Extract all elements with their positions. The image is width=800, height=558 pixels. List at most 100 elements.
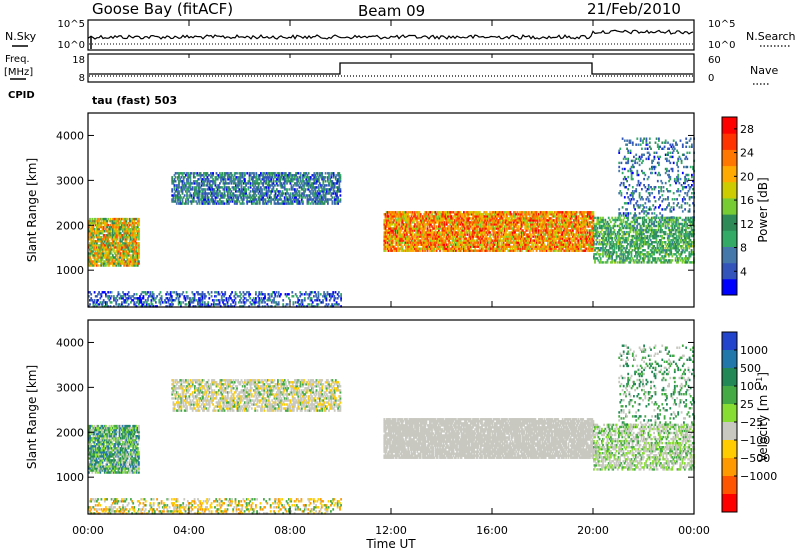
power-cell bbox=[303, 180, 305, 182]
beam-title: Beam 09 bbox=[358, 2, 425, 20]
power-cell bbox=[336, 182, 338, 184]
power-cell bbox=[212, 172, 214, 174]
power-cell bbox=[521, 225, 523, 227]
nsky-left-tick-bottom: 10^0 bbox=[58, 40, 85, 51]
power-cell bbox=[184, 194, 186, 196]
power-cell bbox=[340, 188, 342, 190]
power-cell bbox=[420, 213, 422, 215]
power-cell bbox=[228, 182, 230, 184]
power-cell bbox=[487, 233, 489, 235]
station-title: Goose Bay (fitACF) bbox=[92, 0, 233, 18]
power-cell bbox=[325, 176, 327, 178]
power-cell bbox=[444, 233, 446, 235]
power-cell bbox=[187, 202, 189, 204]
power-cell bbox=[225, 178, 227, 180]
power-cell bbox=[218, 192, 220, 194]
power-cell bbox=[302, 202, 304, 204]
power-cell bbox=[532, 244, 534, 246]
power-cell bbox=[332, 196, 334, 198]
power-cell bbox=[192, 186, 194, 188]
power-cell bbox=[230, 182, 232, 184]
freq-label: Freq. bbox=[5, 54, 30, 65]
power-cell bbox=[429, 225, 431, 227]
power-cell bbox=[328, 172, 330, 174]
power-cell bbox=[277, 184, 279, 186]
power-cell bbox=[238, 200, 240, 202]
power-cell bbox=[215, 182, 217, 184]
power-cell bbox=[336, 192, 338, 194]
power-cell bbox=[185, 202, 187, 204]
date-title: 21/Feb/2010 bbox=[587, 0, 681, 18]
power-cell bbox=[138, 260, 140, 262]
power-cell bbox=[250, 182, 252, 184]
power-cell bbox=[327, 202, 329, 204]
power-cell bbox=[248, 182, 250, 184]
power-cell bbox=[228, 202, 230, 204]
power-cell bbox=[253, 172, 255, 174]
power-cell bbox=[275, 192, 277, 194]
power-cell bbox=[340, 194, 342, 196]
power-cell bbox=[447, 215, 449, 217]
freq-unit-label: [MHz] bbox=[4, 67, 33, 78]
power-cell bbox=[431, 211, 433, 213]
power-cell bbox=[116, 238, 118, 240]
power-cell bbox=[265, 198, 267, 200]
power-cell bbox=[490, 233, 492, 235]
power-cell bbox=[284, 182, 286, 184]
power-cell bbox=[325, 180, 327, 182]
power-cell bbox=[464, 233, 466, 235]
power-cell bbox=[129, 254, 131, 256]
power-cell bbox=[225, 194, 227, 196]
power-cell bbox=[138, 218, 140, 220]
power-cell bbox=[518, 225, 520, 227]
power-cell bbox=[221, 172, 223, 174]
nsky-label: N.Sky bbox=[5, 30, 37, 43]
freq-right-tick-top: 60 bbox=[708, 55, 721, 66]
power-cell bbox=[321, 172, 323, 174]
power-cell bbox=[310, 202, 312, 204]
power-cell bbox=[486, 225, 488, 227]
power-cell bbox=[241, 182, 243, 184]
power-cell bbox=[213, 188, 215, 190]
power-cell bbox=[257, 202, 259, 204]
power-cell bbox=[138, 228, 140, 230]
power-cell bbox=[176, 202, 178, 204]
power-cell bbox=[328, 182, 330, 184]
power-cell bbox=[138, 246, 140, 248]
power-cell bbox=[332, 180, 334, 182]
power-cell bbox=[282, 190, 284, 192]
power-cell bbox=[511, 213, 513, 215]
cpid-value: tau (fast) 503 bbox=[92, 94, 177, 107]
power-cell bbox=[478, 233, 480, 235]
nsky-panel: N.Sky 10^5 10^0 10^5 10^0 N.Search bbox=[5, 19, 796, 51]
power-cell bbox=[191, 194, 193, 196]
power-cell bbox=[299, 200, 301, 202]
nsky-series bbox=[89, 30, 693, 39]
power-cell bbox=[213, 202, 215, 204]
power-cell bbox=[283, 192, 285, 194]
freq-right-tick-bottom: 0 bbox=[708, 73, 714, 84]
power-cell bbox=[255, 194, 257, 196]
power-cell bbox=[308, 202, 310, 204]
power-cell bbox=[334, 190, 336, 192]
power-cell bbox=[250, 190, 252, 192]
nsky-right-tick-bottom: 10^0 bbox=[708, 40, 735, 51]
power-cell bbox=[246, 172, 248, 174]
power-cell bbox=[278, 172, 280, 174]
power-cell bbox=[489, 231, 491, 233]
power-cell bbox=[248, 186, 250, 188]
power-cell bbox=[252, 202, 254, 204]
power-cell bbox=[523, 233, 525, 235]
power-cell bbox=[332, 200, 334, 202]
power-cell bbox=[292, 202, 294, 204]
power-cell bbox=[288, 188, 290, 190]
power-cell bbox=[127, 238, 129, 240]
power-cell bbox=[414, 223, 416, 225]
power-cell bbox=[122, 238, 124, 240]
power-cell bbox=[324, 202, 326, 204]
power-cell bbox=[494, 244, 496, 246]
power-cell bbox=[335, 202, 337, 204]
power-cell bbox=[244, 178, 246, 180]
power-cell bbox=[204, 188, 206, 190]
power-cell bbox=[267, 202, 269, 204]
